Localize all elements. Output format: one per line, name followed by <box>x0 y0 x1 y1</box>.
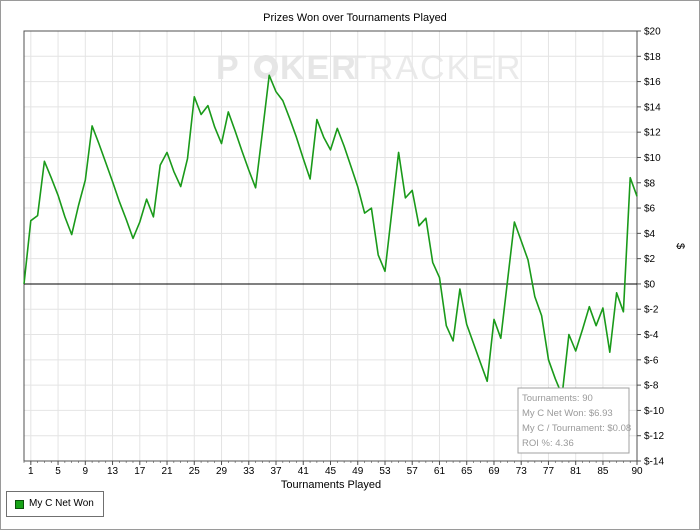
y-tick-label: $10 <box>644 153 661 164</box>
watermark: P KER TRACKER <box>216 49 522 87</box>
x-tick-label: 85 <box>597 466 609 477</box>
x-tick-label: 21 <box>161 466 173 477</box>
x-axis: 1 5 9 13 17 21 25 29 33 37 41 45 49 53 57 61 65 69 73 77 81 8… <box>23 461 643 477</box>
stat-tournaments: Tournaments: 90 <box>522 393 593 404</box>
x-tick-label: 69 <box>488 466 500 477</box>
y-tick-label: $-10 <box>644 406 664 417</box>
y-tick-label: $-6 <box>644 355 659 366</box>
x-tick-label: 13 <box>107 466 119 477</box>
y-axis-title: $ <box>674 243 686 249</box>
stat-per-tournament: My C / Tournament: $0.08 <box>522 423 631 434</box>
y-tick-label: $-8 <box>644 381 659 392</box>
x-tick-label: 29 <box>216 466 228 477</box>
y-tick-label: $0 <box>644 279 656 290</box>
x-tick-label: 25 <box>189 466 201 477</box>
y-tick-label: $-2 <box>644 305 659 316</box>
x-tick-label: 5 <box>55 466 61 477</box>
poker-chip-icon <box>254 55 278 79</box>
y-tick-label: $12 <box>644 128 661 139</box>
y-tick-label: $16 <box>644 77 661 88</box>
x-tick-label: 53 <box>379 466 391 477</box>
legend-swatch <box>15 500 24 509</box>
x-tick-label: 77 <box>543 466 555 477</box>
x-tick-label: 33 <box>243 466 255 477</box>
series-layer <box>23 74 638 397</box>
y-axis: $20 $18 $16 $14 $12 $10 $8 $6 $4 $2 $0 $-2 $-4 $-6 $-8… <box>637 27 664 468</box>
watermark-middle: KER <box>280 49 358 87</box>
y-tick-label: $-12 <box>644 431 664 442</box>
x-tick-label: 45 <box>325 466 337 477</box>
y-tick-label: $-14 <box>644 457 664 468</box>
legend-label: My C Net Won <box>29 498 94 509</box>
y-tick-label: $20 <box>644 27 661 38</box>
x-tick-label: 9 <box>83 466 89 477</box>
x-tick-label: 73 <box>516 466 528 477</box>
watermark-right: TRACKER <box>346 49 522 87</box>
grid-lines <box>24 30 638 462</box>
stat-roi: ROI %: 4.36 <box>522 438 574 449</box>
x-tick-label: 49 <box>352 466 364 477</box>
y-tick-label: $8 <box>644 178 656 189</box>
x-tick-label: 61 <box>434 466 446 477</box>
series-line-my-c-net-won <box>23 74 638 397</box>
x-tick-label: 65 <box>461 466 473 477</box>
y-tick-label: $6 <box>644 204 656 215</box>
y-tick-label: $2 <box>644 254 656 265</box>
x-axis-title: Tournaments Played <box>281 479 381 491</box>
x-tick-label: 41 <box>298 466 310 477</box>
x-tick-label: 81 <box>570 466 582 477</box>
x-tick-label: 90 <box>631 466 643 477</box>
x-tick-label: 57 <box>407 466 419 477</box>
stats-box: Tournaments: 90 My C Net Won: $6.93 My C… <box>517 387 631 454</box>
y-tick-label: $4 <box>644 229 656 240</box>
stats-box-border <box>517 387 630 454</box>
y-tick-label: $-4 <box>644 330 659 341</box>
y-tick-label: $18 <box>644 52 661 63</box>
x-tick-label: 17 <box>134 466 146 477</box>
stat-net-won: My C Net Won: $6.93 <box>522 408 613 419</box>
chart-title: Prizes Won over Tournaments Played <box>263 12 447 24</box>
legend: My C Net Won <box>6 491 104 517</box>
x-tick-label: 37 <box>270 466 282 477</box>
x-tick-label: 1 <box>28 466 34 477</box>
y-tick-label: $14 <box>644 102 661 113</box>
